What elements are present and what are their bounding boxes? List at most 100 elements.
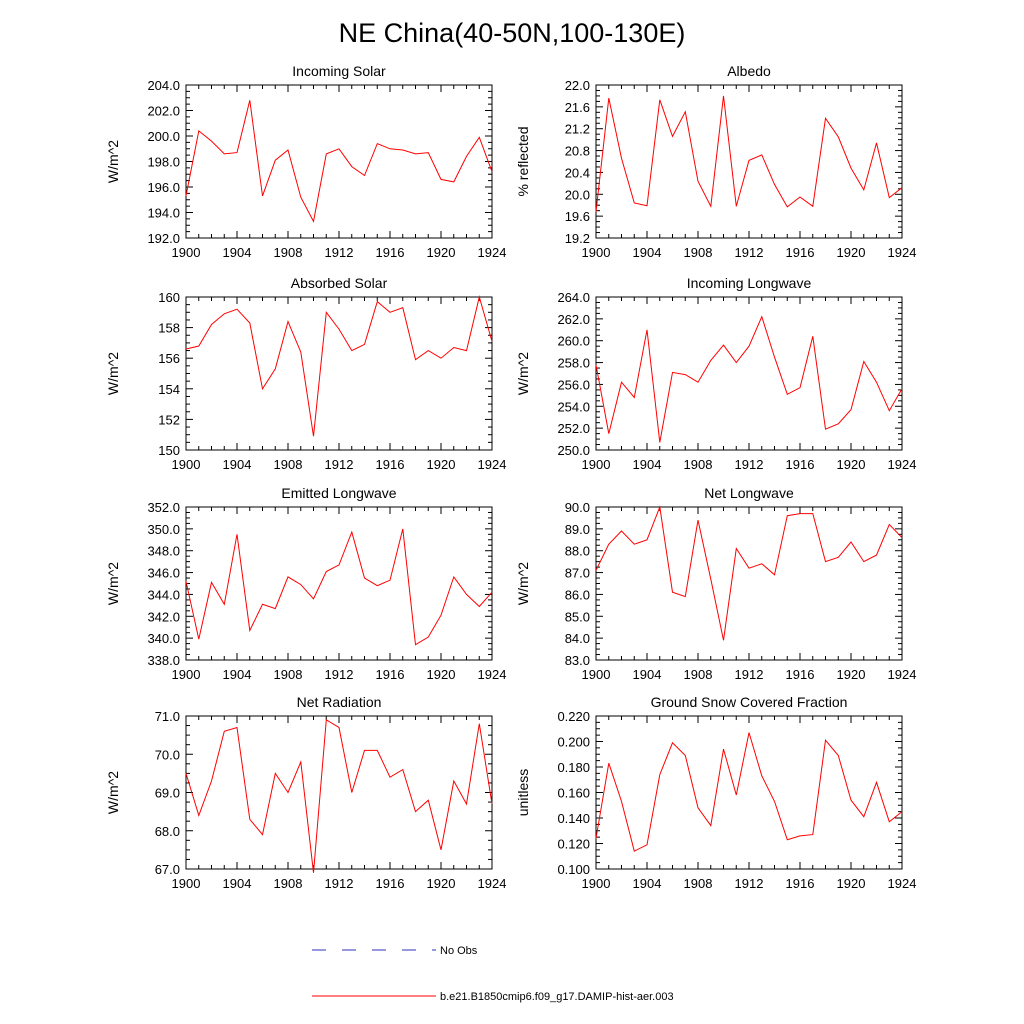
series-line: [595, 315, 903, 443]
y-tick-label: 352.0: [147, 500, 180, 515]
panel-6: Net Longwave W/m^2 1900 1904 1908 1912 1916 192…: [515, 485, 916, 682]
x-tick-label: 1904: [633, 667, 662, 682]
panel-7: Net Radiation W/m^2 1900 1904 1908 1912 1916 19…: [105, 694, 506, 891]
y-tick-label: 67.0: [155, 862, 180, 877]
y-tick-label: 348.0: [147, 544, 180, 559]
panel-title: Incoming Longwave: [687, 275, 812, 291]
x-tick-label: 1904: [633, 245, 662, 260]
y-tick-label: 69.0: [155, 786, 180, 801]
x-tick-label: 1916: [376, 876, 405, 891]
panel-title: Albedo: [727, 63, 771, 79]
x-tick-label: 1908: [684, 667, 713, 682]
y-tick-label: 83.0: [565, 653, 590, 668]
x-tick-label: 1912: [325, 667, 354, 682]
x-tick-label: 1912: [735, 876, 764, 891]
x-tick-label: 1916: [376, 667, 405, 682]
y-axis-label: W/m^2: [105, 562, 121, 605]
y-tick-label: 158: [158, 321, 180, 336]
x-tick-label: 1920: [837, 457, 866, 472]
y-tick-label: 90.0: [565, 500, 590, 515]
x-tick-label: 1904: [223, 457, 252, 472]
x-tick-label: 1920: [837, 876, 866, 891]
y-tick-label: 89.0: [565, 522, 590, 537]
y-tick-label: 20.0: [565, 187, 590, 202]
x-tick-label: 1924: [478, 245, 507, 260]
plot-frame: [595, 296, 903, 451]
y-tick-label: 204.0: [147, 78, 180, 93]
x-tick-label: 1912: [325, 876, 354, 891]
y-tick-label: 71.0: [155, 709, 180, 724]
x-tick-label: 1912: [735, 667, 764, 682]
y-axis-label: W/m^2: [515, 352, 531, 395]
x-tick-label: 1916: [786, 667, 815, 682]
y-tick-label: 256.0: [557, 377, 590, 392]
series-line: [185, 718, 493, 873]
y-tick-label: 21.2: [565, 122, 590, 137]
y-axis-label: % reflected: [515, 126, 531, 196]
y-tick-label: 250.0: [557, 443, 590, 458]
panel-8: Ground Snow Covered Fraction unitless 1900…: [515, 694, 916, 891]
y-tick-label: 160: [158, 290, 180, 305]
y-tick-label: 344.0: [147, 587, 180, 602]
y-tick-label: 194.0: [147, 206, 180, 221]
y-tick-label: 0.180: [557, 760, 590, 775]
series-line: [595, 505, 903, 641]
y-tick-label: 346.0: [147, 566, 180, 581]
x-tick-label: 1904: [223, 667, 252, 682]
y-tick-label: 20.8: [565, 144, 590, 159]
legend-model-label: b.e21.B1850cmip6.f09_g17.DAMIP-hist-aer.…: [440, 991, 674, 1003]
x-tick-label: 1904: [633, 457, 662, 472]
y-axis-label: W/m^2: [515, 562, 531, 605]
legend-obs-label: No Obs: [440, 945, 478, 957]
x-tick-label: 1900: [172, 876, 201, 891]
y-tick-label: 86.0: [565, 587, 590, 602]
y-tick-label: 85.0: [565, 609, 590, 624]
x-tick-label: 1904: [223, 876, 252, 891]
y-tick-label: 338.0: [147, 653, 180, 668]
panel-1: Incoming Solar W/m^2 1900 1904 1908 1912 1916 1…: [105, 63, 506, 260]
panel-3: Absorbed Solar W/m^2 1900 1904 1908 1912 1916 1…: [105, 275, 506, 472]
y-tick-label: 22.0: [565, 78, 590, 93]
y-tick-label: 20.4: [565, 165, 590, 180]
plot-frame: [185, 84, 493, 239]
y-tick-label: 152: [158, 412, 180, 427]
y-axis-label: W/m^2: [105, 352, 121, 395]
x-tick-label: 1916: [376, 457, 405, 472]
y-tick-label: 258.0: [557, 356, 590, 371]
y-tick-label: 70.0: [155, 747, 180, 762]
x-tick-label: 1924: [888, 667, 917, 682]
x-tick-label: 1908: [684, 457, 713, 472]
x-tick-label: 1912: [735, 245, 764, 260]
y-tick-label: 350.0: [147, 522, 180, 537]
y-tick-label: 156: [158, 351, 180, 366]
y-tick-label: 198.0: [147, 155, 180, 170]
y-tick-label: 154: [158, 382, 180, 397]
x-tick-label: 1916: [786, 457, 815, 472]
y-tick-label: 87.0: [565, 566, 590, 581]
panel-title: Absorbed Solar: [291, 275, 388, 291]
x-tick-label: 1912: [325, 245, 354, 260]
y-tick-label: 262.0: [557, 312, 590, 327]
panel-title: Net Longwave: [704, 485, 794, 501]
x-tick-label: 1904: [223, 245, 252, 260]
x-tick-label: 1924: [888, 457, 917, 472]
x-tick-label: 1900: [172, 457, 201, 472]
y-tick-label: 0.140: [557, 811, 590, 826]
plot-frame: [185, 296, 493, 451]
panel-grid: Incoming Solar W/m^2 1900 1904 1908 1912 1916 1…: [105, 63, 916, 891]
x-tick-label: 1900: [582, 245, 611, 260]
x-tick-label: 1908: [684, 876, 713, 891]
x-tick-label: 1920: [837, 245, 866, 260]
x-tick-label: 1924: [888, 245, 917, 260]
panel-2: Albedo % reflected 1900 1904 1908 1912 1916 192…: [515, 63, 916, 260]
y-tick-label: 19.6: [565, 209, 590, 224]
y-tick-label: 21.6: [565, 100, 590, 115]
y-tick-label: 252.0: [557, 421, 590, 436]
y-tick-label: 150: [158, 443, 180, 458]
y-tick-label: 84.0: [565, 631, 590, 646]
panel-5: Emitted Longwave W/m^2 1900 1904 1908 1912 191…: [105, 485, 506, 682]
series-line: [595, 732, 903, 852]
y-axis-label: W/m^2: [105, 771, 121, 814]
y-axis-label: unitless: [515, 769, 531, 816]
y-tick-label: 19.2: [565, 231, 590, 246]
